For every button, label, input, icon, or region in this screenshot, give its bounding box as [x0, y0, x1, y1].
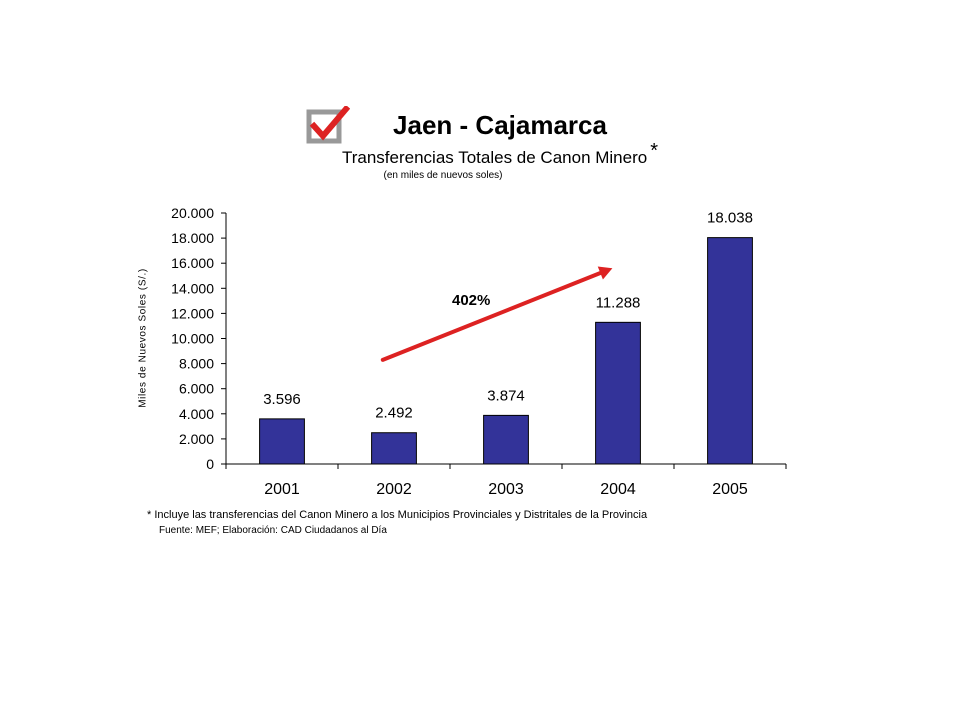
y-tick-label: 14.000	[171, 280, 214, 296]
chart-labels: 0 2.000 4.000 6.000 8.000 10.000 12.000 14.000 1…	[171, 205, 753, 498]
chart-bars	[259, 237, 753, 465]
source-note: Fuente: MEF; Elaboración: CAD Ciudadanos…	[159, 525, 387, 536]
checkbox-checked-icon	[306, 106, 350, 144]
y-tick-label: 6.000	[179, 381, 214, 397]
y-tick-label: 0	[206, 456, 214, 472]
y-tick-label: 12.000	[171, 305, 214, 321]
bar	[483, 414, 529, 465]
y-tick-label: 2.000	[179, 431, 214, 447]
growth-arrow	[380, 266, 613, 362]
units-note: (en miles de nuevos soles)	[383, 170, 503, 181]
bar	[259, 418, 305, 465]
chart-title: Jaen - Cajamarca	[393, 110, 607, 140]
y-tick-label: 18.000	[171, 230, 214, 246]
growth-annotation: 402%	[452, 292, 491, 309]
data-label: 3.596	[263, 391, 301, 408]
bar	[707, 237, 753, 465]
y-tick-label: 8.000	[179, 356, 214, 372]
bar	[371, 432, 417, 465]
data-label: 11.288	[596, 294, 641, 311]
data-label: 2.492	[375, 405, 413, 422]
growth-arrow-head	[597, 266, 613, 280]
growth-arrow-line	[380, 271, 603, 362]
y-tick-label: 4.000	[179, 406, 214, 422]
y-tick-label: 20.000	[171, 205, 214, 221]
x-tick-label: 2002	[376, 481, 412, 498]
x-tick-label: 2004	[600, 481, 636, 498]
data-label: 18.038	[707, 210, 753, 227]
bar	[595, 321, 641, 465]
footnote-mark: *	[650, 140, 659, 162]
data-label: 3.874	[487, 387, 525, 404]
x-tick-label: 2005	[712, 481, 748, 498]
chart-subtitle-text: Transferencias Totales de Canon Minero	[341, 148, 648, 167]
x-tick-label: 2001	[264, 481, 300, 498]
footnote: * Incluye las transferencias del Canon M…	[147, 509, 648, 521]
y-tick-label: 10.000	[171, 331, 214, 347]
x-tick-label: 2003	[488, 481, 524, 498]
chart-subtitle: Transferencias Totales de Canon Minero *	[0, 140, 960, 169]
y-tick-label: 16.000	[171, 255, 214, 271]
